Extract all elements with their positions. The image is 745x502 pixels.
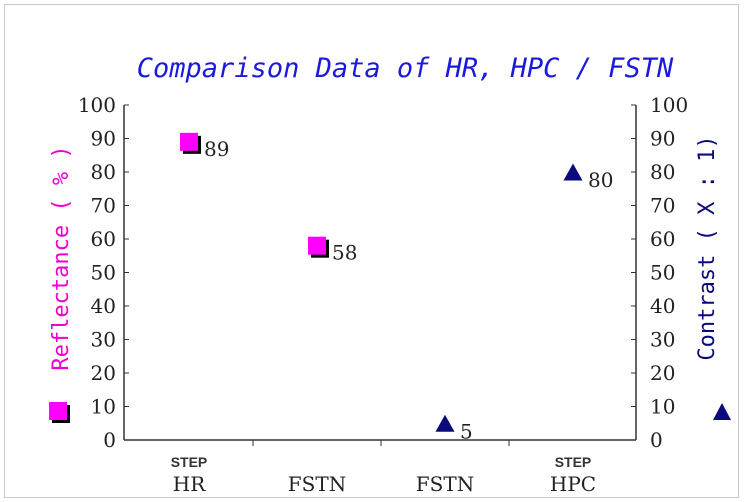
- left-axis-tick-label: 40: [91, 294, 116, 318]
- right-axis-tick-label: 0: [650, 428, 663, 452]
- category-step-label: STEP: [555, 454, 592, 470]
- left-axis-tick-label: 10: [91, 395, 116, 419]
- left-axis-tick-label: 100: [78, 93, 116, 117]
- plot-area: [123, 105, 637, 446]
- left-axis-ticks: 0 10 20 30 40 50 60 70 80 90 100: [78, 93, 129, 452]
- left-axis-title: Reflectance ( % ): [49, 145, 74, 370]
- contrast-point: [563, 163, 583, 181]
- category-label: FSTN: [416, 472, 474, 496]
- reflectance-point: [308, 236, 326, 255]
- left-axis-tick-label: 0: [103, 428, 116, 452]
- right-axis-tick-label: 20: [650, 361, 675, 385]
- category-label: FSTN: [288, 472, 346, 496]
- right-axis-tick-label: 50: [650, 261, 675, 285]
- left-axis-tick-label: 80: [91, 160, 116, 184]
- right-axis-tick-label: 90: [650, 127, 675, 151]
- left-axis-tick-label: 50: [91, 261, 116, 285]
- left-axis-tick-label: 60: [91, 227, 116, 251]
- contrast-point: [435, 414, 455, 432]
- contrast-legend-triangle-icon: [713, 403, 731, 420]
- right-axis-title: Contrast ( X : 1): [695, 135, 720, 360]
- left-axis-tick-label: 20: [91, 361, 116, 385]
- left-axis-title-group: Reflectance ( % ): [49, 145, 74, 423]
- right-axis-tick-label: 40: [650, 294, 675, 318]
- left-axis-tick-label: 70: [91, 194, 116, 218]
- reflectance-data-label: 89: [204, 137, 229, 161]
- data-marks: 89 58 5 80: [180, 132, 613, 443]
- chart-title: Comparison Data of HR, HPC / FSTN: [137, 53, 674, 84]
- chart-frame: [4, 4, 739, 498]
- right-axis-title-group: Contrast ( X : 1): [695, 135, 731, 420]
- category-labels: STEP HR FSTN FSTN STEP HPC: [171, 454, 596, 496]
- right-axis-tick-label: 70: [650, 194, 675, 218]
- right-axis-tick-label: 100: [650, 93, 688, 117]
- category-label: HPC: [550, 472, 596, 496]
- contrast-data-label: 5: [460, 419, 473, 443]
- left-axis-tick-label: 90: [91, 127, 116, 151]
- reflectance-point: [180, 132, 198, 151]
- reflectance-data-label: 58: [332, 241, 357, 265]
- right-axis-tick-label: 10: [650, 395, 675, 419]
- right-axis-tick-label: 80: [650, 160, 675, 184]
- right-axis-tick-label: 30: [650, 328, 675, 352]
- reflectance-legend-square-icon: [49, 402, 67, 420]
- contrast-data-label: 80: [588, 168, 613, 192]
- category-step-label: STEP: [171, 454, 208, 470]
- right-axis-tick-label: 60: [650, 227, 675, 251]
- category-label: HR: [173, 472, 206, 496]
- left-axis-tick-label: 30: [91, 328, 116, 352]
- right-axis-ticks: 0 10 20 30 40 50 60 70 80 90 100: [631, 93, 688, 452]
